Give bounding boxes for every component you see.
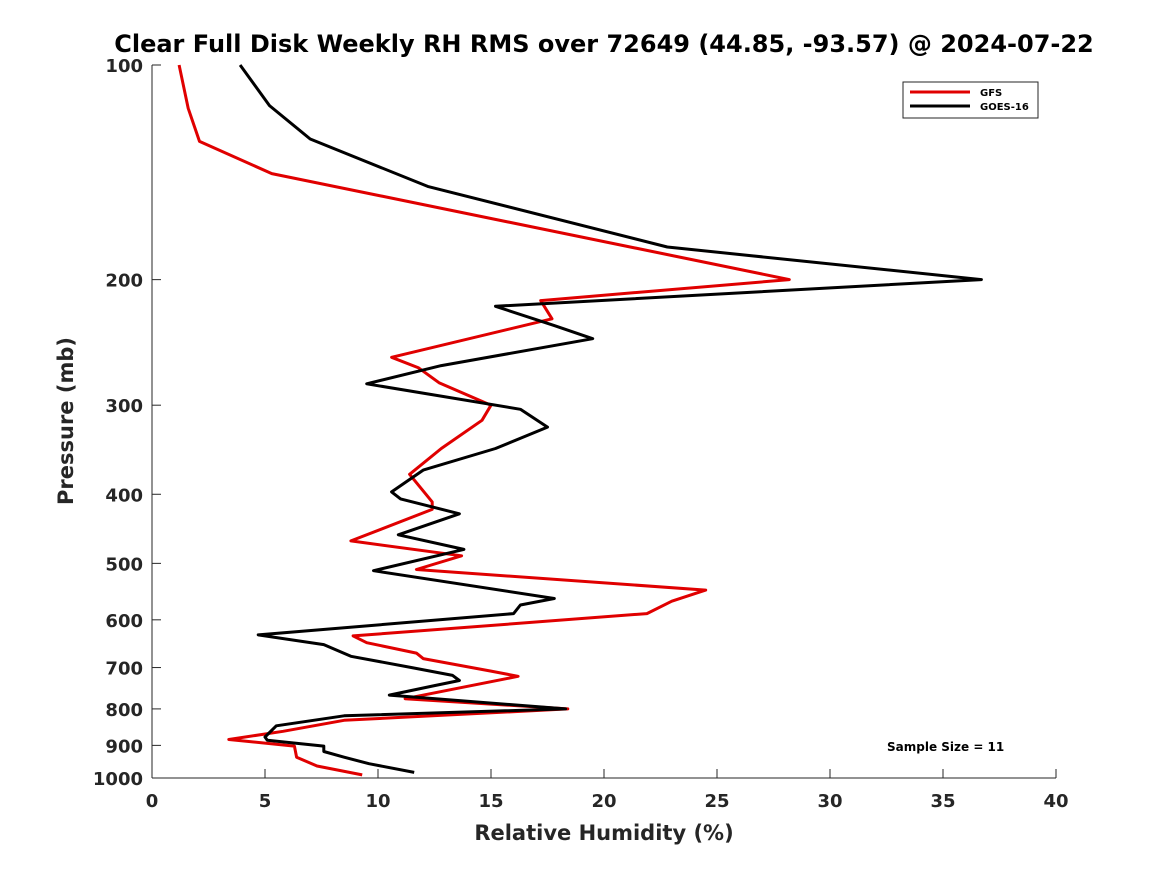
sample-size-annotation: Sample Size = 11 <box>887 740 1004 754</box>
y-tick-label: 600 <box>105 611 143 632</box>
y-tick-label: 800 <box>105 700 143 721</box>
legend: GFS GOES-16 <box>902 81 1039 119</box>
x-tick-label: 10 <box>365 791 390 812</box>
x-tick-label: 15 <box>478 791 503 812</box>
legend-label-goes-16: GOES-16 <box>980 102 1029 113</box>
plot-background <box>152 65 1056 778</box>
x-axis-label: Relative Humidity (%) <box>474 821 733 845</box>
x-tick-label: 30 <box>817 791 842 812</box>
y-tick-label: 1000 <box>93 769 143 790</box>
series-layer <box>177 64 983 777</box>
axes: 0 5 10 15 20 25 30 35 40 100 200 300 400 500 600 700 800… <box>93 56 1069 812</box>
y-tick-label: 100 <box>105 56 143 77</box>
y-tick-label: 500 <box>105 554 143 575</box>
y-tick-label: 300 <box>105 396 143 417</box>
x-tick-label: 40 <box>1043 791 1068 812</box>
y-axis-label: Pressure (mb) <box>54 337 78 505</box>
legend-box <box>902 81 1039 119</box>
legend-label-gfs: GFS <box>980 88 1002 99</box>
x-tick-label: 0 <box>146 791 159 812</box>
chart-title: Clear Full Disk Weekly RH RMS over 72649… <box>114 30 1094 58</box>
y-tick-label: 400 <box>105 485 143 506</box>
x-tick-label: 20 <box>591 791 616 812</box>
plot-area <box>152 65 1056 778</box>
y-tick-label: 700 <box>105 659 143 680</box>
series-line-goes-16 <box>238 64 983 774</box>
x-tick-label: 35 <box>930 791 955 812</box>
y-tick-label: 900 <box>105 736 143 757</box>
x-tick-label: 5 <box>259 791 272 812</box>
x-tick-label: 25 <box>704 791 729 812</box>
y-tick-label: 200 <box>105 271 143 292</box>
